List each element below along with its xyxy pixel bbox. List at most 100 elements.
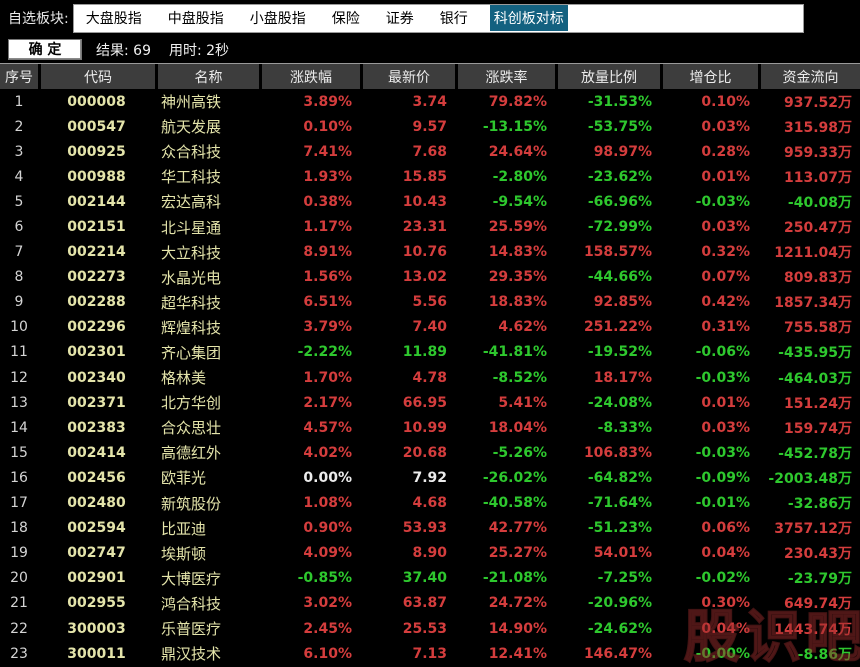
cell-last-price: 23.31	[402, 219, 447, 236]
cell-last-price: 7.40	[412, 319, 447, 336]
table-row[interactable]: 9 002288 超华科技 6.51% 5.56 18.83% 92.85% 0.42% 185…	[0, 290, 860, 315]
cell-last-price: 5.56	[412, 294, 447, 311]
cell-fund-flow: 250.47万	[783, 220, 852, 237]
sector-tab[interactable]: 科创板对标	[489, 5, 568, 31]
table-row[interactable]: 22 300003 乐普医疗 2.45% 25.53 14.90% -24.62% 0.04%…	[0, 616, 860, 641]
column-header[interactable]: 涨跌率	[455, 64, 555, 89]
table-row[interactable]: 21 002955 鸿合科技 3.02% 63.87 24.72% -20.96% 0.30%…	[0, 591, 860, 616]
table-row[interactable]: 15 002414 高德红外 4.02% 20.68 -5.26% 106.83% -0.03…	[0, 440, 860, 465]
cell-fund-flow: -23.79万	[787, 571, 852, 588]
cell-last-price: 15.85	[402, 168, 447, 185]
table-row[interactable]: 6 002151 北斗星通 1.17% 23.31 25.59% -72.99% 0.03% 2…	[0, 214, 860, 239]
cell-change-rate: -8.52%	[492, 369, 547, 386]
cell-index: 2	[14, 118, 24, 135]
cell-index: 11	[10, 344, 28, 361]
cell-index: 1	[14, 93, 24, 110]
cell-fund-flow: 809.83万	[783, 270, 852, 287]
cell-fund-flow: 113.07万	[783, 169, 852, 186]
cell-code: 002901	[67, 570, 126, 587]
table-row[interactable]: 8 002273 水晶光电 1.56% 13.02 29.35% -44.66% 0.07% 8…	[0, 265, 860, 290]
cell-position-change: 0.04%	[701, 545, 750, 562]
cell-volume-ratio: -20.96%	[587, 595, 652, 612]
cell-index: 13	[10, 394, 28, 411]
column-header[interactable]: 资金流向	[758, 64, 860, 89]
topbar: 自选板块: 大盘股指 中盘股指 小盘股指 保险 证券 银行 科创板对标	[0, 0, 860, 36]
cell-change-rate: -5.26%	[492, 444, 547, 461]
cell-change-pct: 1.56%	[303, 269, 352, 286]
cell-code: 002383	[67, 419, 126, 436]
table-row[interactable]: 12 002340 格林美 1.70% 4.78 -8.52% 18.17% -0.03% -4…	[0, 365, 860, 390]
cell-index: 15	[10, 444, 28, 461]
sector-tab[interactable]: 小盘股指	[249, 11, 306, 27]
cell-fund-flow: 3757.12万	[774, 521, 852, 538]
cell-fund-flow: 151.24万	[783, 395, 852, 412]
cell-change-pct: 1.08%	[303, 495, 352, 512]
confirm-button[interactable]: 确 定	[8, 39, 82, 60]
cell-name: 高德红外	[161, 444, 222, 463]
sector-tab[interactable]: 银行	[439, 11, 468, 27]
table-row[interactable]: 10 002296 辉煌科技 3.79% 7.40 4.62% 251.22% 0.31% 75…	[0, 315, 860, 340]
table-row[interactable]: 20 002901 大博医疗 -0.85% 37.40 -21.08% -7.25% -0.0…	[0, 566, 860, 591]
column-header[interactable]: 代码	[38, 64, 155, 89]
cell-change-pct: 4.09%	[303, 545, 352, 562]
sector-tab[interactable]: 保险	[331, 11, 360, 27]
table-row[interactable]: 19 002747 埃斯顿 4.09% 8.90 25.27% 54.01% 0.04% 230…	[0, 541, 860, 566]
cell-change-pct: 6.10%	[303, 645, 352, 662]
table-row[interactable]: 23 300011 鼎汉技术 6.10% 7.13 12.41% 146.47% -0.00%…	[0, 641, 860, 666]
table-row[interactable]: 2 000547 航天发展 0.10% 9.57 -13.15% -53.75% 0.03% 3…	[0, 114, 860, 139]
column-header[interactable]: 名称	[155, 64, 259, 89]
cell-index: 19	[10, 545, 28, 562]
table-row[interactable]: 18 002594 比亚迪 0.90% 53.93 42.77% -51.23% 0.06% 3…	[0, 516, 860, 541]
cell-change-rate: 18.83%	[488, 294, 547, 311]
cell-last-price: 10.76	[402, 244, 447, 261]
column-header[interactable]: 最新价	[360, 64, 455, 89]
table-row[interactable]: 17 002480 新筑股份 1.08% 4.68 -40.58% -71.64% -0.01…	[0, 491, 860, 516]
cell-change-pct: 4.57%	[303, 419, 352, 436]
cell-index: 14	[10, 419, 28, 436]
cell-position-change: 0.28%	[701, 143, 750, 160]
column-header[interactable]: 序号	[0, 64, 38, 89]
cell-last-price: 3.74	[412, 93, 447, 110]
table-row[interactable]: 7 002214 大立科技 8.91% 10.76 14.83% 158.57% 0.32% 1…	[0, 240, 860, 265]
sector-tab[interactable]: 大盘股指	[85, 11, 142, 27]
table-row[interactable]: 1 000008 神州高铁 3.89% 3.74 79.82% -31.53% 0.10% 93…	[0, 89, 860, 114]
table-row[interactable]: 16 002456 欧菲光 0.00% 7.92 -26.02% -64.82% -0.09%…	[0, 465, 860, 490]
cell-volume-ratio: 106.83%	[583, 444, 652, 461]
table-row[interactable]: 4 000988 华工科技 1.93% 15.85 -2.80% -23.62% 0.01% 1…	[0, 164, 860, 189]
cell-last-price: 63.87	[402, 595, 447, 612]
cell-code: 002273	[67, 269, 126, 286]
column-header[interactable]: 增仓比	[660, 64, 758, 89]
cell-fund-flow: 937.52万	[783, 94, 852, 111]
sector-tab[interactable]: 证券	[385, 11, 414, 27]
column-header[interactable]: 放量比例	[555, 64, 660, 89]
cell-name: 合众思壮	[161, 419, 222, 438]
cell-change-pct: 1.93%	[303, 168, 352, 185]
cell-position-change: -0.02%	[695, 570, 750, 587]
cell-volume-ratio: -71.64%	[587, 495, 652, 512]
cell-change-pct: 0.00%	[303, 469, 352, 486]
cell-position-change: 0.32%	[701, 244, 750, 261]
table-row[interactable]: 3 000925 众合科技 7.41% 7.68 24.64% 98.97% 0.28% 959…	[0, 139, 860, 164]
cell-change-rate: 25.59%	[488, 219, 547, 236]
cell-position-change: 0.04%	[701, 620, 750, 637]
cell-position-change: 0.30%	[701, 595, 750, 612]
cell-fund-flow: 649.74万	[783, 596, 852, 613]
cell-change-pct: 4.02%	[303, 444, 352, 461]
cell-change-rate: -21.08%	[482, 570, 547, 587]
cell-index: 17	[10, 495, 28, 512]
table-row[interactable]: 13 002371 北方华创 2.17% 66.95 5.41% -24.08% 0.01% 1…	[0, 390, 860, 415]
cell-index: 9	[14, 294, 24, 311]
sector-tab[interactable]: 中盘股指	[167, 11, 224, 27]
cell-position-change: -0.03%	[695, 193, 750, 210]
cell-fund-flow: -2003.48万	[768, 470, 852, 487]
table-row[interactable]: 14 002383 合众思壮 4.57% 10.99 18.04% -8.33% 0.03% 1…	[0, 415, 860, 440]
cell-fund-flow: 1211.04万	[774, 245, 852, 262]
table-row[interactable]: 11 002301 齐心集团 -2.22% 11.89 -41.81% -19.52% -0.…	[0, 340, 860, 365]
cell-position-change: -0.00%	[695, 645, 750, 662]
column-header[interactable]: 涨跌幅	[259, 64, 360, 89]
cell-last-price: 25.53	[402, 620, 447, 637]
cell-code: 000925	[67, 143, 126, 160]
table-row[interactable]: 5 002144 宏达高科 0.38% 10.43 -9.54% -66.96% -0.03%…	[0, 189, 860, 214]
cell-fund-flow: -464.03万	[778, 370, 852, 387]
